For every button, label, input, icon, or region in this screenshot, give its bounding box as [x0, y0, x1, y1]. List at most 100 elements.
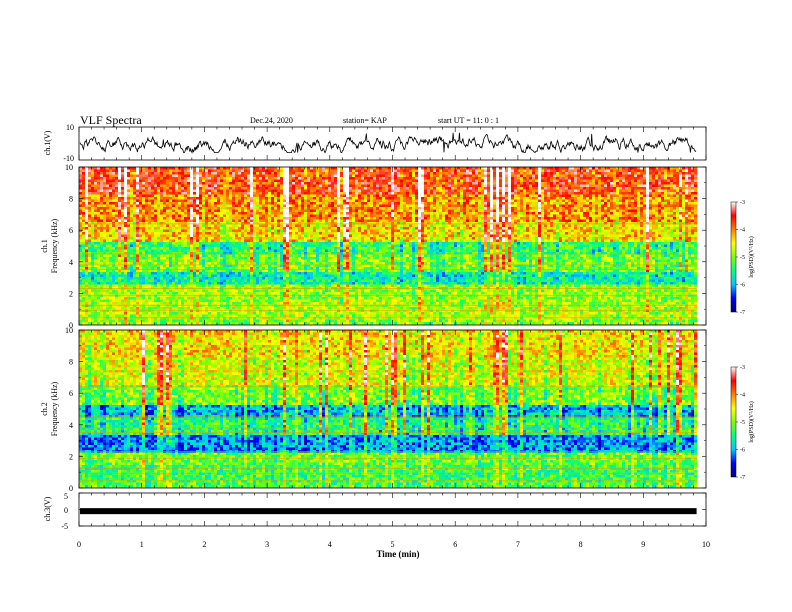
spectrogram-cell [310, 302, 314, 305]
spectrogram-cell [181, 234, 185, 238]
spectrogram-cell [307, 214, 311, 218]
spectrogram-cell [139, 257, 143, 260]
spectrogram-cell [190, 222, 194, 225]
spectrogram-cell [280, 219, 284, 223]
spectrogram-cell [88, 307, 92, 310]
spectrogram-cell [286, 214, 290, 218]
spectrogram-cell [109, 317, 113, 320]
spectrogram-cell [238, 239, 242, 243]
spectrogram-cell [247, 262, 251, 265]
spectrogram-cell [181, 252, 185, 255]
spectrogram-cell [154, 214, 158, 218]
spectrogram-cell [217, 262, 221, 265]
spectrogram-cell [298, 317, 302, 320]
spectrogram-cell [202, 199, 206, 203]
spectrogram-cell [154, 312, 158, 315]
spectrogram-cell [130, 254, 134, 258]
spectrogram-cell [232, 282, 236, 285]
spectrogram-cell [85, 194, 89, 198]
spectrogram-cell [229, 174, 233, 178]
spectrogram-cell [220, 234, 224, 238]
spectrogram-cell [172, 269, 176, 273]
spectrogram-cell [229, 289, 233, 293]
spectrogram-cell [208, 297, 212, 300]
spectrogram-cell [100, 252, 104, 255]
spectrogram-cell [91, 259, 95, 263]
spectrogram-cell [151, 169, 155, 173]
spectrogram-cell [91, 217, 95, 220]
spectrogram-cell [211, 194, 215, 198]
spectrogram-cell [208, 284, 212, 288]
spectrogram-cell [292, 229, 296, 233]
spectrogram-cell [259, 297, 263, 300]
spectrogram-cell [289, 234, 293, 238]
spectrogram-cell [139, 219, 143, 223]
spectrogram-cell [103, 249, 107, 253]
spectrogram-cell [208, 264, 212, 268]
spectrogram-cell [232, 234, 236, 238]
spectrogram-cell [196, 194, 200, 198]
spectrogram-cell [274, 277, 278, 280]
spectrogram-cell [196, 199, 200, 203]
spectrogram-cell [157, 237, 161, 240]
spectrogram-cell [124, 169, 128, 173]
spectrogram-cell [223, 299, 227, 303]
spectrogram-cell [292, 262, 296, 265]
spectrogram-cell [307, 184, 311, 188]
spectrogram-cell [301, 222, 305, 225]
spectrogram-cell [289, 199, 293, 203]
spectrogram-cell [163, 194, 167, 198]
spectrogram-cell [286, 282, 290, 285]
spectrogram-cell [274, 182, 278, 185]
spectrogram-cell [184, 199, 188, 203]
spectrogram-cell [187, 284, 191, 288]
spectrogram-cell [259, 222, 263, 225]
spectrogram-cell [253, 187, 257, 190]
spectrogram-cell [301, 257, 305, 260]
spectrogram-cell [82, 312, 86, 315]
spectrogram-cell [112, 172, 116, 175]
spectrogram-cell [286, 192, 290, 195]
spectrogram-cell [202, 292, 206, 295]
spectrogram-cell [175, 199, 179, 203]
spectrogram-cell [295, 229, 299, 233]
spectrogram-cell [124, 252, 128, 255]
spectrogram-cell [301, 202, 305, 205]
spectrogram-cell [172, 194, 176, 198]
spectrogram-cell [292, 277, 296, 280]
spectrogram-cell [115, 197, 119, 200]
spectrogram-cell [211, 174, 215, 178]
spectrogram-cell [148, 302, 152, 305]
spectrogram-cell [199, 167, 203, 170]
spectrogram-cell [166, 212, 170, 215]
spectrogram-cell [193, 192, 197, 195]
spectrogram-cell [244, 252, 248, 255]
spectrogram-cell [157, 202, 161, 205]
spectrogram-cell [97, 194, 101, 198]
spectrogram-cell [94, 242, 98, 245]
spectrogram-cell [292, 202, 296, 205]
spectrogram-cell [148, 252, 152, 255]
spectrogram-cell [160, 272, 164, 275]
spectrogram-cell [85, 192, 89, 195]
spectrogram-cell [208, 304, 212, 308]
spectrogram-cell [163, 209, 167, 213]
spectrogram-cell [253, 204, 257, 208]
spectrogram-cell [133, 182, 137, 185]
spectrogram-cell [187, 177, 191, 180]
spectrogram-cell [226, 214, 230, 218]
spectrogram-cell [292, 237, 296, 240]
spectrogram-cell [289, 282, 293, 285]
spectrogram-cell [151, 214, 155, 218]
spectrogram-cell [307, 297, 311, 300]
spectrogram-cell [208, 257, 212, 260]
spectrogram-cell [217, 302, 221, 305]
spectrogram-cell [205, 269, 209, 273]
spectrogram-cell [82, 179, 86, 183]
spectrogram-cell [157, 299, 161, 303]
spectrogram-cell [298, 192, 302, 195]
spectrogram-cell [283, 227, 287, 230]
spectrogram-cell [250, 297, 254, 300]
spectrogram-cell [196, 224, 200, 228]
spectrogram-cell [160, 262, 164, 265]
